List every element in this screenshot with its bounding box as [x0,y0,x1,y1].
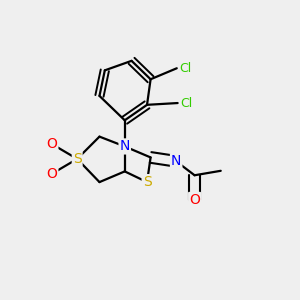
Text: S: S [73,152,82,166]
Text: O: O [189,193,200,207]
Text: S: S [143,175,152,189]
Text: N: N [171,154,181,168]
Text: Cl: Cl [180,97,193,110]
Text: N: N [119,140,130,153]
Text: O: O [46,137,57,151]
Text: Cl: Cl [179,62,192,75]
Text: O: O [46,167,57,181]
